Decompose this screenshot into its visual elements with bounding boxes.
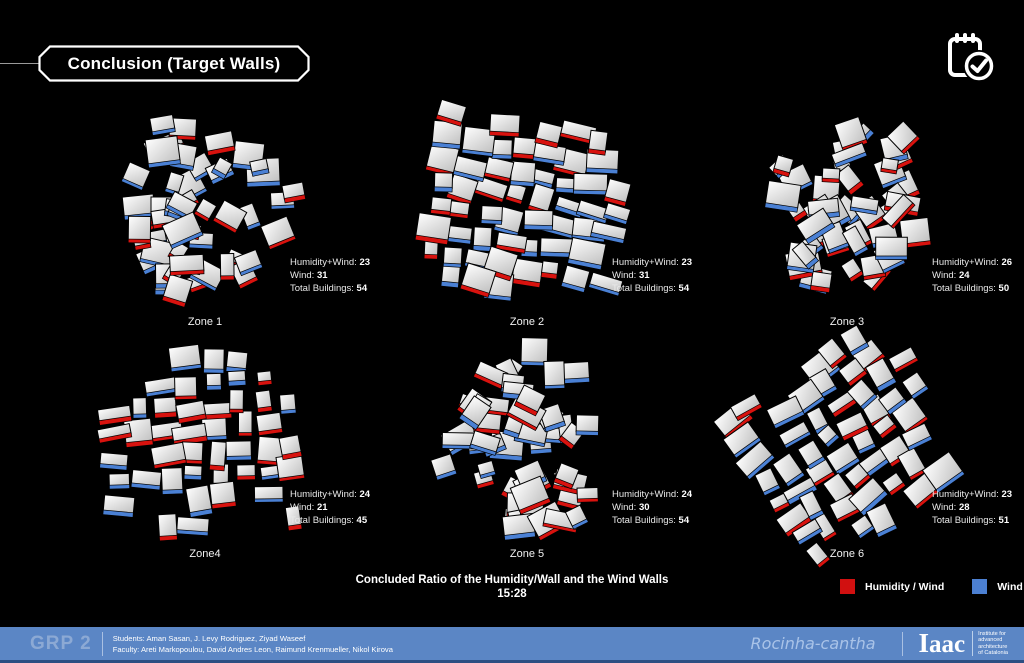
zone-2-label: Zone 2 bbox=[509, 316, 545, 328]
stat-value: 54 bbox=[356, 283, 368, 294]
zone-5-building-map bbox=[430, 337, 600, 542]
stat-label: Humidity+Wind: bbox=[290, 257, 357, 268]
zone-6-building-map bbox=[712, 324, 966, 569]
stat-label: Humidity+Wind: bbox=[612, 489, 679, 500]
clipboard-check-icon bbox=[948, 33, 995, 82]
credits: Students: Aman Sasan, J. Levy Rodriguez,… bbox=[113, 633, 393, 655]
stat-value: 23 bbox=[681, 257, 693, 268]
zone-4-label: Zone4 bbox=[189, 548, 221, 560]
stat-value: 31 bbox=[638, 270, 650, 281]
stat-label: Total Buildings: bbox=[612, 515, 676, 526]
stat-value: 45 bbox=[356, 515, 368, 526]
zone-4-building-map bbox=[96, 343, 306, 542]
stat-value: 26 bbox=[1001, 257, 1013, 268]
group-number: GRP 2 bbox=[30, 632, 92, 654]
students-line: Students: Aman Sasan, J. Levy Rodriguez,… bbox=[112, 633, 306, 643]
stat-label: Total Buildings: bbox=[932, 283, 996, 294]
stat-value: 23 bbox=[1001, 489, 1013, 500]
zone-1-stats: Humidity+Wind: 23 Wind: 31 Total Buildin… bbox=[290, 256, 408, 295]
faculty-line: Faculty: Areti Markopoulou, David Andres… bbox=[112, 644, 393, 654]
stat-value: 23 bbox=[359, 257, 371, 268]
stat-label: Total Buildings: bbox=[290, 515, 354, 526]
iaac-logo-subtext: Institute for advanced architecture of C… bbox=[972, 630, 1008, 657]
page-title: Conclusion (Target Walls) bbox=[67, 53, 281, 73]
zone-6-stats: Humidity+Wind: 23 Wind: 28 Total Buildin… bbox=[932, 488, 1024, 527]
zone-cell-1: Humidity+Wind: 23 Wind: 31 Total Buildin… bbox=[90, 110, 410, 342]
zone-2-building-map bbox=[414, 98, 632, 302]
octagon-border bbox=[38, 45, 310, 82]
iaac-logo: Iaac bbox=[918, 627, 966, 658]
legend-item-wind: Wind bbox=[972, 579, 1023, 594]
wind-swatch bbox=[972, 579, 988, 594]
stat-label: Humidity+Wind: bbox=[612, 257, 679, 268]
legend: Humidity / Wind Wind bbox=[840, 579, 1023, 594]
zone-6-label: Zone 6 bbox=[829, 548, 865, 560]
logo-sub-line: Institute for bbox=[978, 630, 1006, 637]
footer-divider bbox=[901, 631, 903, 656]
title-connector-line bbox=[0, 63, 39, 64]
stat-label: Wind: bbox=[932, 270, 957, 281]
stat-value: 31 bbox=[316, 270, 328, 281]
logo-sub-line: of Catalonia bbox=[978, 649, 1008, 656]
caption-text: Concluded Ratio of the Humidity/Wall and… bbox=[355, 574, 669, 586]
caption-ratio: 15:28 bbox=[497, 588, 527, 600]
slide-title-box: Conclusion (Target Walls) bbox=[38, 45, 310, 82]
zone-2-stats: Humidity+Wind: 23 Wind: 31 Total Buildin… bbox=[612, 256, 730, 295]
zone-1-building-map bbox=[120, 113, 307, 308]
stat-label: Humidity+Wind: bbox=[932, 257, 999, 268]
zone-5-label: Zone 5 bbox=[509, 548, 545, 560]
conclusion-caption: Concluded Ratio of the Humidity/Wall and… bbox=[0, 574, 1024, 600]
stat-value: 54 bbox=[678, 515, 690, 526]
stat-value: 51 bbox=[998, 515, 1010, 526]
zone-5-stats: Humidity+Wind: 24 Wind: 30 Total Buildin… bbox=[612, 488, 730, 527]
stat-label: Wind: bbox=[612, 270, 637, 281]
stat-label: Total Buildings: bbox=[612, 283, 676, 294]
stat-label: Wind: bbox=[290, 502, 315, 513]
stat-value: 50 bbox=[998, 283, 1010, 294]
stat-label: Total Buildings: bbox=[932, 515, 996, 526]
legend-label: Humidity / Wind bbox=[865, 580, 945, 593]
zone-4-stats: Humidity+Wind: 24 Wind: 21 Total Buildin… bbox=[290, 488, 408, 527]
stat-label: Wind: bbox=[932, 502, 957, 513]
footer-bar: GRP 2 Students: Aman Sasan, J. Levy Rodr… bbox=[0, 627, 1024, 663]
logo-sub-line: architecture bbox=[978, 643, 1008, 650]
stat-value: 24 bbox=[958, 270, 970, 281]
legend-label: Wind bbox=[997, 580, 1023, 593]
zone-cell-4: Humidity+Wind: 24 Wind: 21 Total Buildin… bbox=[90, 342, 410, 574]
stat-value: 24 bbox=[359, 489, 371, 500]
zone-1-label: Zone 1 bbox=[187, 316, 223, 328]
zone-3-stats: Humidity+Wind: 26 Wind: 24 Total Buildin… bbox=[932, 256, 1024, 295]
stat-label: Wind: bbox=[290, 270, 315, 281]
legend-item-humidity-wind: Humidity / Wind bbox=[840, 579, 944, 594]
zone-3-building-map bbox=[764, 115, 932, 295]
stat-value: 30 bbox=[638, 502, 650, 513]
zone-cell-3: Humidity+Wind: 26 Wind: 24 Total Buildin… bbox=[732, 110, 1024, 342]
zone-3-label: Zone 3 bbox=[829, 316, 865, 328]
humidity-wind-swatch bbox=[840, 579, 855, 594]
stat-value: 54 bbox=[678, 283, 690, 294]
stat-value: 28 bbox=[958, 502, 970, 513]
zone-cell-2: Humidity+Wind: 23 Wind: 31 Total Buildin… bbox=[412, 98, 732, 342]
logo-sub-line: advanced bbox=[978, 637, 1003, 644]
footer-divider bbox=[101, 631, 103, 656]
project-name: Rocinha-cantha bbox=[750, 634, 876, 653]
stat-label: Humidity+Wind: bbox=[932, 489, 999, 500]
stat-label: Humidity+Wind: bbox=[290, 489, 357, 500]
zone-cell-6: Humidity+Wind: 23 Wind: 28 Total Buildin… bbox=[712, 324, 1024, 574]
zone-cell-5: Humidity+Wind: 24 Wind: 30 Total Buildin… bbox=[412, 337, 732, 574]
stat-label: Total Buildings: bbox=[290, 283, 354, 294]
stat-value: 24 bbox=[681, 489, 693, 500]
stat-label: Wind: bbox=[612, 502, 637, 513]
stat-value: 21 bbox=[316, 502, 328, 513]
